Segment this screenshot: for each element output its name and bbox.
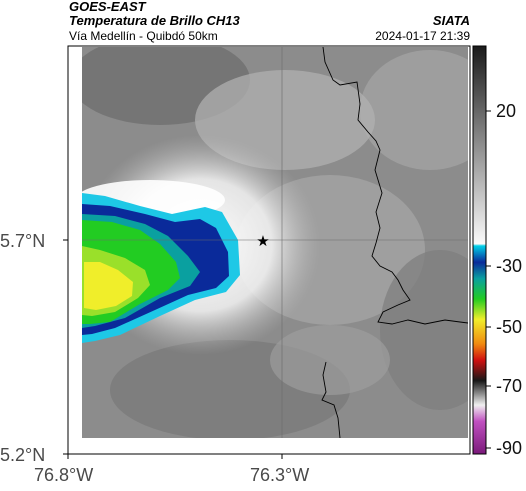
- timestamp-label: 2024-01-17 21:39: [375, 29, 470, 43]
- field-patch-light-lower: [270, 325, 390, 395]
- cold-cloud-region: [82, 193, 240, 343]
- border-line: [322, 47, 468, 325]
- x-tick-label-2: 76.3°W: [250, 465, 310, 485]
- colorbar-label-m30: -30: [496, 256, 523, 276]
- y-tick-label-2: 5.2°N: [0, 445, 46, 465]
- field-patch-mid-right: [360, 50, 468, 170]
- product-title: Temperatura de Brillo CH13: [69, 13, 240, 28]
- satellite-title: GOES-EAST: [69, 0, 146, 14]
- colorbar-label-m50: -50: [496, 317, 523, 337]
- star-icon: ★: [256, 232, 269, 250]
- route-subtitle: Vía Medellín - Quibdó 50km: [69, 29, 218, 43]
- organization-label: SIATA: [432, 13, 470, 28]
- colorbar-label-m90: -90: [496, 438, 523, 458]
- colorbar: [472, 45, 487, 455]
- brightness-field: [82, 47, 468, 438]
- border-line-branch: [321, 361, 341, 438]
- cloud-layer-yellow: [84, 262, 133, 310]
- x-tick-label-1: 76.8°W: [34, 465, 94, 485]
- y-tick-label-1: 5.7°N: [0, 231, 46, 251]
- colorbar-label-20: 20: [496, 101, 517, 121]
- field-patch-dark-right: [380, 250, 468, 410]
- colorbar-label-m70: -70: [496, 376, 523, 396]
